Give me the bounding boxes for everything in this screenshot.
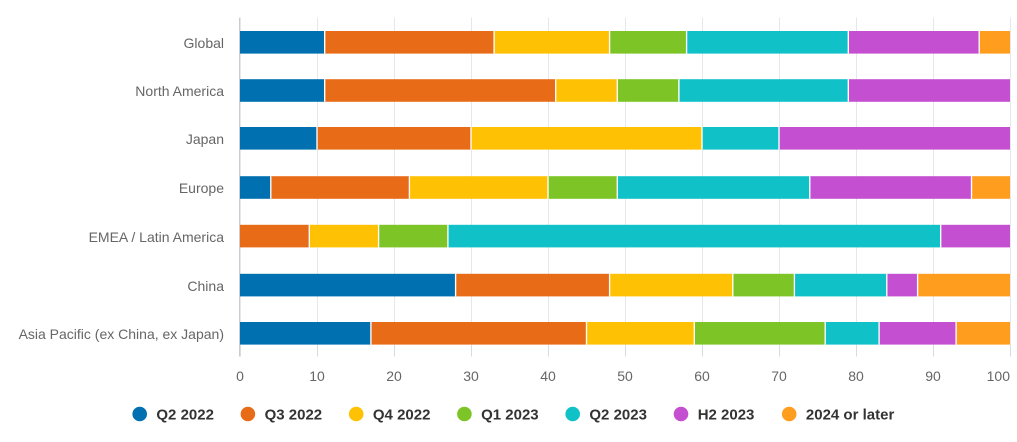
svg-text:Q2 2022: Q2 2022 [156,407,214,424]
svg-text:30: 30 [463,368,479,384]
svg-text:2024 or later: 2024 or later [806,407,895,424]
svg-text:80: 80 [848,368,864,384]
svg-text:Q3 2022: Q3 2022 [265,407,323,424]
svg-text:70: 70 [771,368,787,384]
svg-text:H2 2023: H2 2023 [698,407,755,424]
svg-text:Europe: Europe [179,180,224,196]
svg-text:40: 40 [540,368,556,384]
svg-text:10: 10 [309,368,325,384]
svg-text:Q2 2023: Q2 2023 [589,407,647,424]
svg-text:EMEA / Latin America: EMEA / Latin America [89,229,225,245]
svg-text:Asia Pacific (ex China, ex Jap: Asia Pacific (ex China, ex Japan) [19,326,224,342]
svg-text:North America: North America [135,83,224,99]
svg-text:90: 90 [925,368,941,384]
svg-text:China: China [187,278,224,294]
svg-text:50: 50 [617,368,633,384]
svg-text:Global: Global [184,35,224,51]
svg-text:Q4 2022: Q4 2022 [373,407,431,424]
svg-text:Japan: Japan [186,131,224,147]
svg-text:Q1 2023: Q1 2023 [481,407,539,424]
svg-text:0: 0 [236,368,244,384]
svg-text:20: 20 [386,368,402,384]
svg-text:100: 100 [987,368,1011,384]
svg-text:60: 60 [694,368,710,384]
